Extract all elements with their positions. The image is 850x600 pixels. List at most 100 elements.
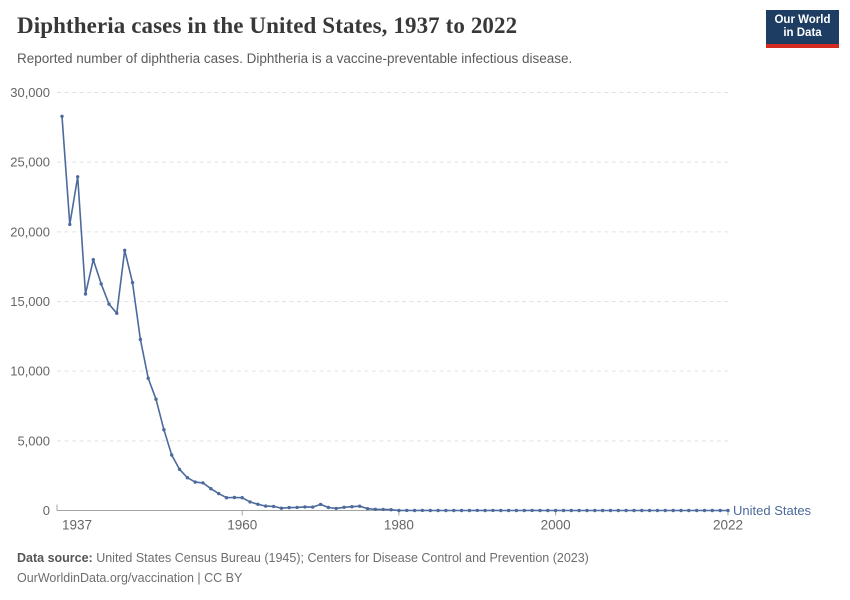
data-point[interactable]: [295, 505, 299, 510]
data-point[interactable]: [491, 508, 495, 513]
y-tick-label: 5,000: [17, 433, 50, 448]
data-point[interactable]: [671, 508, 675, 513]
data-point[interactable]: [687, 508, 691, 513]
data-point[interactable]: [83, 292, 88, 296]
data-point[interactable]: [647, 508, 652, 513]
data-point[interactable]: [459, 508, 464, 513]
data-point[interactable]: [326, 505, 331, 510]
data-point[interactable]: [397, 508, 401, 513]
data-point[interactable]: [702, 508, 707, 513]
x-tick-label: 1937: [62, 518, 92, 533]
data-point[interactable]: [240, 496, 244, 500]
data-point[interactable]: [405, 508, 409, 513]
data-point[interactable]: [248, 500, 252, 504]
data-point[interactable]: [546, 508, 550, 513]
data-point[interactable]: [412, 508, 417, 513]
data-point[interactable]: [365, 507, 370, 511]
data-point[interactable]: [444, 508, 448, 513]
data-point[interactable]: [217, 491, 221, 496]
data-point[interactable]: [209, 487, 213, 491]
data-point[interactable]: [561, 508, 566, 513]
x-tick-label: 2022: [713, 518, 743, 533]
data-point[interactable]: [99, 282, 103, 286]
data-point[interactable]: [600, 508, 605, 513]
data-point[interactable]: [710, 508, 714, 513]
series-line[interactable]: [61, 115, 729, 512]
data-point[interactable]: [287, 505, 291, 510]
data-point[interactable]: [60, 114, 64, 119]
data-point[interactable]: [170, 453, 174, 457]
chart-subtitle: Reported number of diphtheria cases. Dip…: [17, 51, 573, 66]
data-point[interactable]: [663, 508, 667, 513]
data-point[interactable]: [616, 508, 620, 513]
data-point[interactable]: [436, 508, 440, 513]
data-point[interactable]: [553, 508, 558, 513]
data-point[interactable]: [679, 508, 683, 513]
data-point[interactable]: [624, 508, 628, 513]
data-point[interactable]: [389, 508, 393, 512]
data-point[interactable]: [726, 508, 730, 513]
data-point[interactable]: [91, 258, 96, 262]
data-point[interactable]: [193, 480, 197, 484]
data-point[interactable]: [632, 508, 636, 513]
data-point[interactable]: [358, 504, 362, 508]
data-point[interactable]: [428, 508, 432, 513]
data-point[interactable]: [162, 428, 166, 432]
data-point[interactable]: [334, 506, 338, 511]
y-tick-label: 30,000: [10, 85, 50, 100]
data-point[interactable]: [123, 248, 127, 252]
data-point[interactable]: [115, 311, 119, 315]
x-tick-label: 1980: [384, 518, 414, 533]
data-point[interactable]: [146, 376, 150, 380]
data-point[interactable]: [569, 508, 573, 513]
data-point[interactable]: [279, 506, 284, 510]
data-point[interactable]: [303, 505, 307, 509]
data-point[interactable]: [232, 495, 237, 500]
data-point[interactable]: [224, 496, 229, 500]
data-point[interactable]: [185, 476, 190, 480]
data-point[interactable]: [467, 508, 472, 513]
series-end-label: United States: [733, 503, 812, 518]
data-point[interactable]: [154, 397, 158, 401]
data-point[interactable]: [499, 508, 503, 513]
data-point[interactable]: [608, 508, 613, 513]
data-point[interactable]: [76, 175, 80, 179]
x-tick-label: 2000: [541, 518, 571, 533]
data-point[interactable]: [475, 508, 479, 513]
data-point[interactable]: [514, 508, 519, 513]
data-point[interactable]: [201, 481, 205, 485]
data-point[interactable]: [655, 508, 660, 513]
y-tick-label: 15,000: [10, 294, 50, 309]
data-point[interactable]: [381, 507, 385, 512]
data-point[interactable]: [68, 222, 72, 227]
data-point[interactable]: [177, 467, 182, 471]
data-point[interactable]: [538, 508, 542, 513]
data-point[interactable]: [264, 504, 268, 508]
data-point[interactable]: [452, 508, 456, 513]
data-point[interactable]: [718, 508, 722, 513]
data-point[interactable]: [138, 337, 143, 342]
data-point[interactable]: [373, 507, 378, 511]
y-tick-label: 20,000: [10, 224, 50, 239]
data-point[interactable]: [640, 508, 644, 513]
data-point[interactable]: [271, 504, 276, 509]
data-point[interactable]: [342, 505, 346, 509]
data-point[interactable]: [577, 508, 581, 513]
data-point[interactable]: [695, 508, 699, 513]
data-point[interactable]: [130, 280, 135, 285]
data-point[interactable]: [483, 508, 487, 513]
data-point[interactable]: [107, 302, 111, 306]
data-point[interactable]: [530, 508, 534, 513]
data-point[interactable]: [506, 508, 511, 513]
data-point[interactable]: [420, 508, 425, 513]
data-point[interactable]: [318, 502, 323, 507]
data-point[interactable]: [350, 505, 354, 509]
data-point[interactable]: [256, 502, 260, 506]
data-point[interactable]: [522, 508, 526, 513]
data-point[interactable]: [311, 505, 315, 509]
x-tick-label: 1960: [227, 518, 257, 533]
data-point[interactable]: [585, 508, 589, 513]
data-point[interactable]: [593, 508, 597, 513]
data-source-line: Data source: United States Census Bureau…: [17, 548, 817, 568]
